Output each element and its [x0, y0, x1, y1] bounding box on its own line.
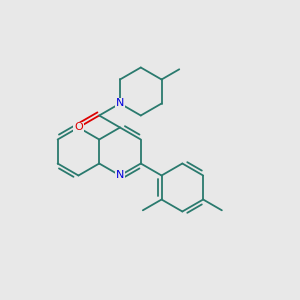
Text: O: O [74, 122, 83, 133]
Text: N: N [116, 98, 124, 109]
Text: N: N [116, 170, 124, 181]
